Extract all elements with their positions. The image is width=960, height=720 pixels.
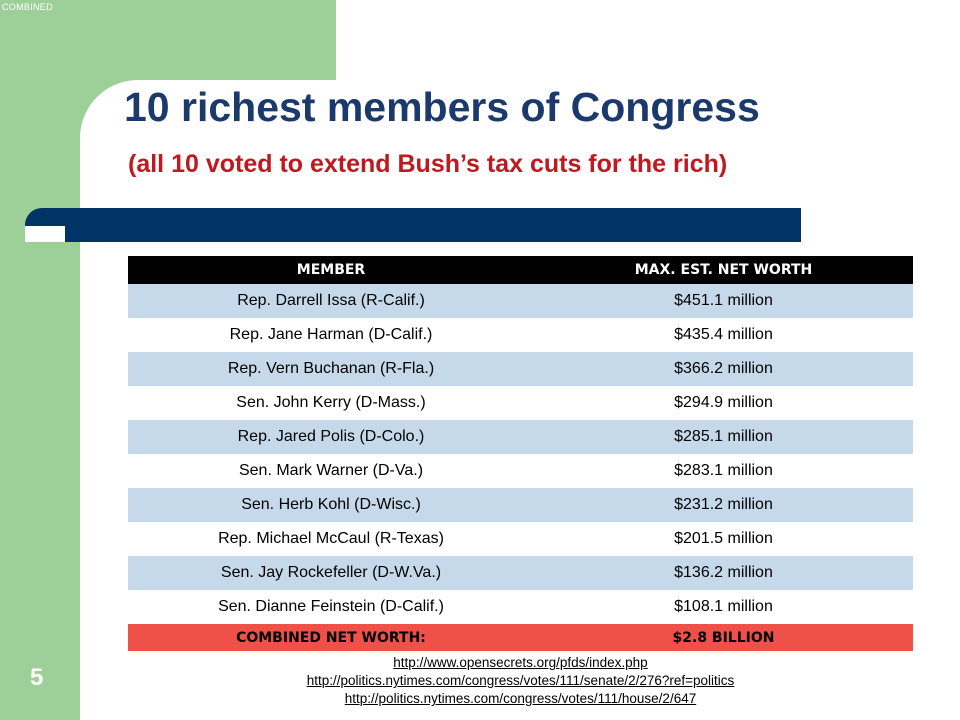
header-member: MEMBER (128, 256, 534, 284)
table-header-row: MEMBER MAX. EST. NET WORTH (128, 256, 913, 284)
table-row: Sen. Dianne Feinstein (D-Calif.) $108.1 … (128, 590, 913, 624)
source-links: http://www.opensecrets.org/pfds/index.ph… (128, 654, 913, 708)
net-worth-value: $435.4 million (534, 318, 913, 352)
table-row: Rep. Jared Polis (D-Colo.) $285.1 millio… (128, 420, 913, 454)
net-worth-table: MEMBER MAX. EST. NET WORTH Rep. Darrell … (128, 256, 913, 651)
member-name: Rep. Jared Polis (D-Colo.) (128, 420, 534, 454)
table-row: Rep. Jane Harman (D-Calif.) $435.4 milli… (128, 318, 913, 352)
member-name: Rep. Darrell Issa (R-Calif.) (128, 284, 534, 318)
member-name: Sen. Herb Kohl (D-Wisc.) (128, 488, 534, 522)
table-row: Sen. Mark Warner (D-Va.) $283.1 million (128, 454, 913, 488)
net-worth-value: $294.9 million (534, 386, 913, 420)
total-row: COMBINED NET WORTH: $2.8 BILLION (128, 624, 913, 651)
member-name: Sen. Mark Warner (D-Va.) (128, 454, 534, 488)
source-link-senate-vote[interactable]: http://politics.nytimes.com/congress/vot… (306, 673, 735, 688)
net-worth-value: $136.2 million (534, 556, 913, 590)
table-row: Rep. Darrell Issa (R-Calif.) $451.1 mill… (128, 284, 913, 318)
net-worth-value: $283.1 million (534, 454, 913, 488)
green-left-strip (0, 0, 80, 720)
page-number: 5 (30, 664, 44, 691)
member-name: Rep. Vern Buchanan (R-Fla.) (128, 352, 534, 386)
navy-bar-notch (25, 226, 65, 242)
member-name: Sen. John Kerry (D-Mass.) (128, 386, 534, 420)
table-row: Sen. Jay Rockefeller (D-W.Va.) $136.2 mi… (128, 556, 913, 590)
total-value: $2.8 BILLION (534, 624, 913, 651)
member-name: Rep. Jane Harman (D-Calif.) (128, 318, 534, 352)
total-label: COMBINED NET WORTH: (128, 624, 534, 651)
member-name: Sen. Jay Rockefeller (D-W.Va.) (128, 556, 534, 590)
table-row: Rep. Michael McCaul (R-Texas) $201.5 mil… (128, 522, 913, 556)
net-worth-value: $108.1 million (534, 590, 913, 624)
net-worth-value: $285.1 million (534, 420, 913, 454)
net-worth-value: $451.1 million (534, 284, 913, 318)
table-row: Sen. John Kerry (D-Mass.) $294.9 million (128, 386, 913, 420)
table-row: Sen. Herb Kohl (D-Wisc.) $231.2 million (128, 488, 913, 522)
table-row: Rep. Vern Buchanan (R-Fla.) $366.2 milli… (128, 352, 913, 386)
member-name: Sen. Dianne Feinstein (D-Calif.) (128, 590, 534, 624)
net-worth-value: $366.2 million (534, 352, 913, 386)
member-name: Rep. Michael McCaul (R-Texas) (128, 522, 534, 556)
source-link-house-vote[interactable]: http://politics.nytimes.com/congress/vot… (344, 691, 697, 706)
corner-label: COMBINED (2, 2, 53, 12)
decorative-navy-bar (25, 208, 801, 242)
slide-title: 10 richest members of Congress (124, 84, 760, 130)
net-worth-value: $201.5 million (534, 522, 913, 556)
slide-subtitle: (all 10 voted to extend Bush’s tax cuts … (128, 150, 728, 178)
source-link-opensecrets[interactable]: http://www.opensecrets.org/pfds/index.ph… (393, 655, 648, 670)
net-worth-value: $231.2 million (534, 488, 913, 522)
header-net-worth: MAX. EST. NET WORTH (534, 256, 913, 284)
